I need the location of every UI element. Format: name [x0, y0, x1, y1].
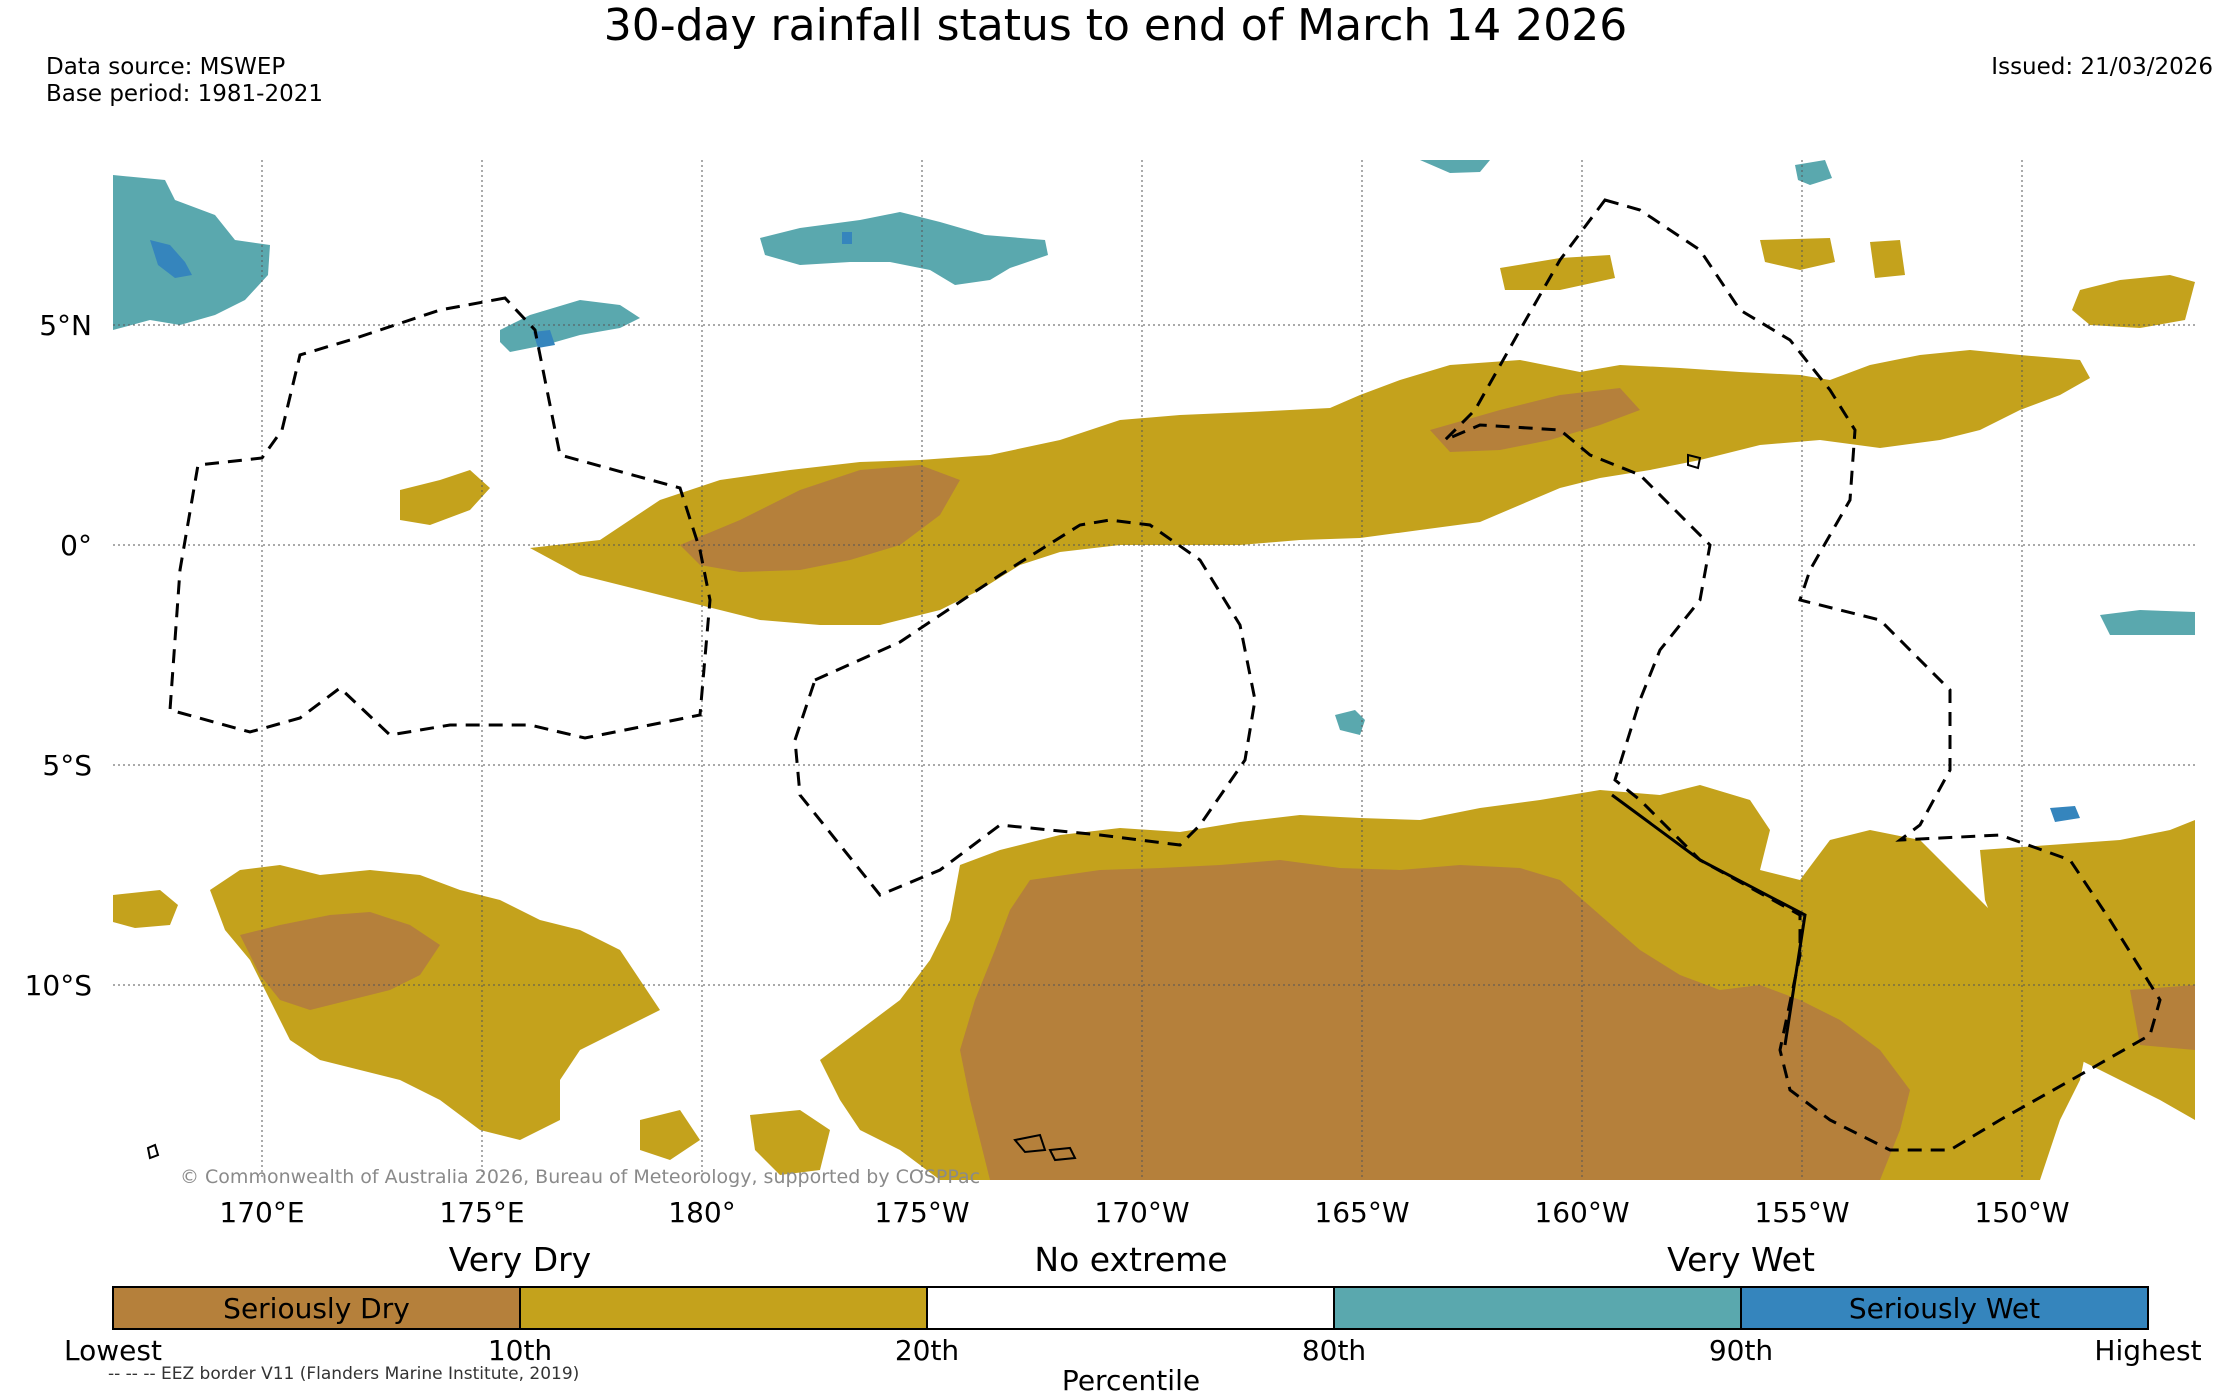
lon-label: 155°W: [1754, 1196, 1849, 1229]
dry-band-fareast: [2072, 275, 2195, 328]
lon-label: 165°W: [1314, 1196, 1409, 1229]
dry-band-top-right: [1760, 238, 1835, 270]
colorbar-no-extreme: [926, 1286, 1335, 1330]
percentile-highest: Highest: [2094, 1334, 2202, 1367]
seriously-wet-5n: [533, 330, 555, 348]
dry-region-s-small: [750, 1110, 830, 1175]
rainfall-regions: [113, 160, 2195, 1180]
eez-tuvalu: [168, 296, 712, 740]
wet-region-5n: [500, 300, 640, 352]
wet-region-nw: [113, 175, 270, 330]
wet-region-top2: [1795, 160, 1832, 185]
percentile-80th: 80th: [1301, 1334, 1367, 1367]
dry-band-ne: [1500, 255, 1615, 290]
colorbar-label-seriously-dry: Seriously Dry: [223, 1292, 410, 1325]
wet-region-east: [2100, 610, 2195, 635]
wet-region-small: [1335, 710, 1365, 735]
lon-labels: 170°E 175°E 180° 175°W 170°W 165°W 160°W…: [219, 1196, 2069, 1229]
lon-label: 150°W: [1974, 1196, 2069, 1229]
colorbar: [112, 1286, 2149, 1330]
eez-tokelau: [793, 518, 1257, 897]
percentile-90th: 90th: [1708, 1334, 1774, 1367]
dry-region-west-edge: [113, 890, 178, 928]
dry-band-west: [400, 470, 490, 525]
solid-boundary: [1611, 793, 1807, 1046]
copyright-notice: © Commonwealth of Australia 2026, Bureau…: [180, 1166, 981, 1188]
colorbar-very-wet: [1333, 1286, 1742, 1330]
lat-label: 5°N: [39, 309, 92, 342]
percentile-lowest: Lowest: [64, 1334, 162, 1367]
islands: [146, 453, 1702, 1162]
lat-label: 5°S: [42, 749, 92, 782]
category-no-extreme: No extreme: [1034, 1240, 1228, 1279]
lon-label: 180°: [668, 1196, 735, 1229]
percentile-axis-title: Percentile: [1061, 1364, 1201, 1397]
lon-label: 170°W: [1094, 1196, 1189, 1229]
dry-region-southwest: [210, 865, 660, 1140]
lon-label: 170°E: [219, 1196, 304, 1229]
issued-date: Issued: 21/03/2026: [1991, 54, 2213, 80]
colorbar-seriously-wet: [1740, 1286, 2149, 1330]
grid: [113, 160, 2195, 1180]
colorbar-label-seriously-wet: Seriously Wet: [1848, 1292, 2041, 1325]
category-very-dry: Very Dry: [448, 1240, 592, 1279]
eez-kiribati-line: [1443, 198, 2162, 1152]
lon-label: 175°E: [439, 1196, 524, 1229]
lat-label: 0°: [60, 529, 92, 562]
base-period: Base period: 1981-2021: [46, 81, 324, 107]
dry-region-sw-south: [640, 1110, 700, 1160]
lon-label: 160°W: [1534, 1196, 1629, 1229]
wet-region-top: [1420, 160, 1490, 173]
percentile-20th: 20th: [894, 1334, 960, 1367]
wet-region-north: [760, 212, 1048, 285]
seriously-dry-ne: [1430, 388, 1640, 452]
seriously-wet-east: [2050, 806, 2080, 822]
percentile-10th: 10th: [487, 1334, 553, 1367]
colorbar-seriously-dry: [112, 1286, 521, 1330]
dry-band-equatorial: [530, 350, 2090, 625]
lat-labels: 5°N 0° 5°S 10°S: [25, 309, 92, 1002]
lat-label: 10°S: [25, 969, 92, 1002]
seriously-wet-nw: [150, 240, 192, 278]
seriously-wet-north: [842, 232, 852, 244]
data-source: Data source: MSWEP: [46, 54, 286, 80]
lon-label: 175°W: [874, 1196, 969, 1229]
dry-band-top-right2: [1870, 240, 1905, 278]
category-very-wet: Very Wet: [1667, 1240, 1815, 1279]
data-info: Data source: MSWEP Base period: 1981-202…: [46, 54, 323, 108]
eez-borders: [168, 198, 2162, 1152]
colorbar-very-dry: [519, 1286, 928, 1330]
eez-legend-note: -- -- -- EEZ border V11 (Flanders Marine…: [108, 1364, 580, 1384]
seriously-dry-southeast: [2130, 985, 2195, 1050]
seriously-dry-south: [960, 860, 1910, 1180]
page-title: 30-day rainfall status to end of March 1…: [603, 0, 1628, 51]
